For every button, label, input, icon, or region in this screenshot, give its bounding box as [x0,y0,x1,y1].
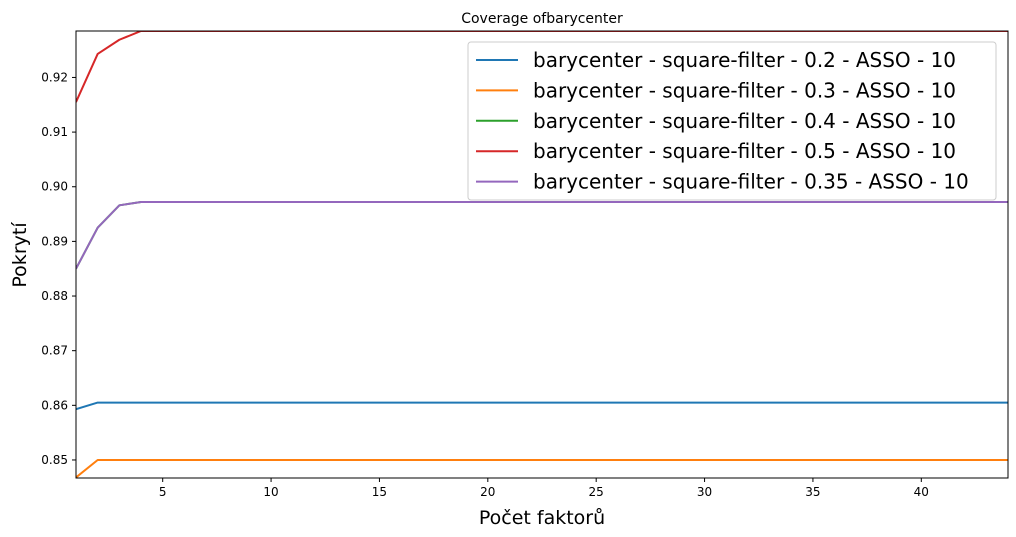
legend-label-4: barycenter - square-filter - 0.5 - ASSO … [533,139,956,163]
plot-lines [76,31,1008,478]
legend-label-2: barycenter - square-filter - 0.3 - ASSO … [533,78,956,102]
x-tick-label: 40 [914,485,929,499]
series-line-2 [76,458,1008,478]
y-tick-label: 0.85 [41,453,68,467]
x-tick-label: 30 [697,485,712,499]
plot-frame [75,30,1009,479]
legend-label-3: barycenter - square-filter - 0.4 - ASSO … [533,109,956,133]
y-tick-label: 0.90 [41,180,68,194]
y-tick-label: 0.88 [41,289,68,303]
y-tick-label: 0.87 [41,344,68,358]
legend-label-1: barycenter - square-filter - 0.2 - ASSO … [533,48,956,72]
series-line-3 [76,201,1008,270]
legend: barycenter - square-filter - 0.2 - ASSO … [467,41,997,201]
axis-ticks: 5 10 15 20 25 30 35 40 0.85 0.86 0.87 0.88 0.89 0.90 0… [41,70,929,499]
chart-title: Coverage ofbarycenter [461,11,623,27]
y-tick-label: 0.92 [41,70,68,84]
x-tick-label: 10 [263,485,278,499]
y-tick-label: 0.86 [41,398,68,412]
x-tick-label: 20 [480,485,495,499]
y-axis-label: Pokrytí [9,222,31,288]
series-line-1 [76,401,1008,411]
x-tick-label: 5 [159,485,167,499]
x-tick-label: 35 [805,485,820,499]
series-line-4 [76,31,1008,103]
legend-box [467,41,997,201]
y-tick-label: 0.89 [41,234,68,248]
x-tick-label: 15 [372,485,387,499]
x-tick-label: 25 [589,485,604,499]
y-tick-label: 0.91 [41,125,68,139]
legend-label-5: barycenter - square-filter - 0.35 - ASSO… [533,170,969,194]
series-line-5 [76,201,1008,270]
x-axis-label: Počet faktorů [479,507,605,529]
